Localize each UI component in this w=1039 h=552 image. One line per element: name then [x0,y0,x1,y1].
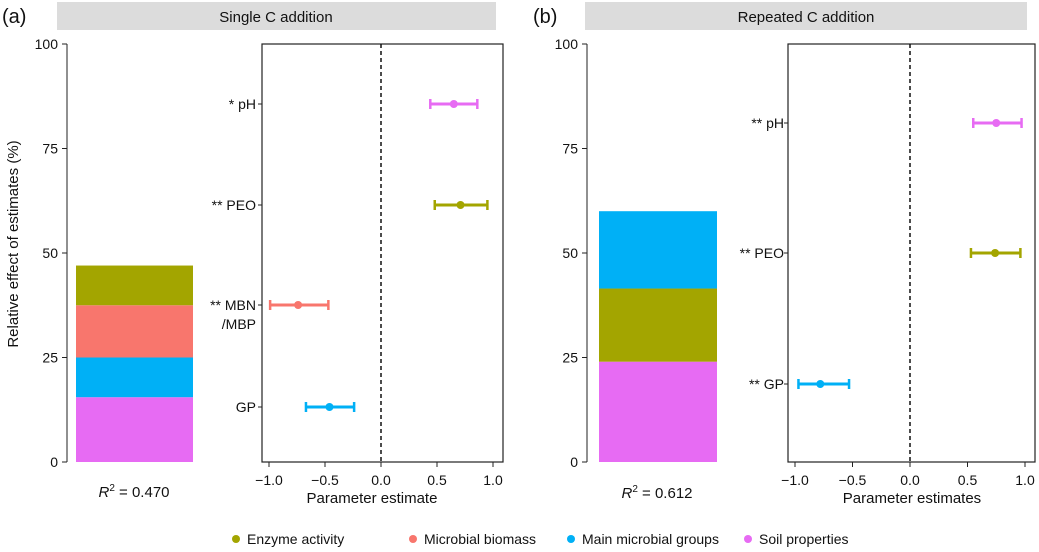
bar-segment [76,357,193,398]
y-tick-label: 75 [562,141,578,157]
y-tick-label: 0 [50,454,58,470]
predictor-label: ** MBN [210,297,256,313]
bar-chart-b: 0 25 50 75 100 R2 = 0.612 [555,36,717,502]
legend-marker [409,535,417,543]
panel-label-a: (a) [2,6,26,28]
estimate-point [449,100,458,108]
x-tick-label: 0.0 [900,472,920,488]
estimate-point [325,403,334,411]
legend-marker [232,535,240,543]
estimate-point [294,301,303,309]
title-a: Single C addition [219,9,332,26]
title-strip-a [57,2,496,30]
legend-marker [744,535,752,543]
legend-label: Microbial biomass [424,531,536,547]
forest-plot-a: −1.0 −0.5 0.0 0.5 1.0 Parameter estimate * pH *… [210,43,504,507]
r2-label: R2 = 0.470 [98,483,169,501]
x-tick-label: 0.5 [958,472,978,488]
x-tick-label: 0.5 [427,472,447,488]
r2-superscript: 2 [109,483,115,494]
bar-segment [599,361,717,462]
r2-symbol: R [98,484,109,501]
predictor-label: ** GP [749,376,784,392]
x-tick-label: 1.0 [1015,472,1035,488]
r2-symbol: R [621,485,632,502]
y-tick-label: 25 [42,350,58,366]
predictor-label: GP [236,399,256,415]
bar-chart-a: 0 25 50 75 100 R2 = 0.470 [35,36,193,501]
r2-superscript: 2 [632,484,638,495]
x-tick-label: −1.0 [781,472,809,488]
x-tick-label: −1.0 [255,472,283,488]
predictor-label-line2: /MBP [222,316,256,332]
x-tick-label: 0.0 [371,472,391,488]
predictor-label: ** PEO [212,197,256,213]
title-strip-b [585,2,1027,30]
x-tick-label: −0.5 [311,472,339,488]
y-tick-label: 75 [42,141,58,157]
x-tick-label: 1.0 [483,472,503,488]
x-tick-label: −0.5 [839,472,867,488]
predictor-label: * pH [229,96,256,112]
forest-plot-b: −1.0 −0.5 0.0 0.5 1.0 Parameter estimates ** p… [740,43,1036,507]
r2-value: = 0.612 [638,485,693,502]
predictor-label: ** pH [751,115,784,131]
bar-segment [76,397,193,462]
panel-label-b: (b) [533,6,557,28]
r2-value: = 0.470 [115,484,170,501]
r2-label: R2 = 0.612 [621,484,692,502]
estimate-point [992,119,1001,127]
x-axis-label: Parameter estimate [307,490,438,507]
y-tick-label: 50 [42,245,58,261]
y-axis-label: Relative effect of estimates (%) [5,140,22,347]
y-tick-label: 25 [562,350,578,366]
predictor-label: ** PEO [740,245,784,261]
estimate-point [991,249,1000,257]
estimate-point [456,201,465,209]
y-tick-label: 50 [562,245,578,261]
legend-label: Enzyme activity [247,531,344,547]
legend: Enzyme activity Microbial biomass Main mic… [232,531,849,547]
title-b: Repeated C addition [738,9,875,26]
y-tick-label: 100 [35,36,59,52]
bar-segment [76,265,193,306]
forest-a-frame [261,43,504,463]
estimate-point [816,380,825,388]
y-tick-label: 100 [555,36,579,52]
bar-segment [76,305,193,358]
x-axis-label: Parameter estimates [843,490,981,507]
bar-segment [599,211,717,289]
y-tick-label: 0 [570,454,578,470]
legend-marker [567,535,575,543]
bar-segment [599,288,717,362]
legend-label: Main microbial groups [582,531,719,547]
legend-label: Soil properties [759,531,849,547]
